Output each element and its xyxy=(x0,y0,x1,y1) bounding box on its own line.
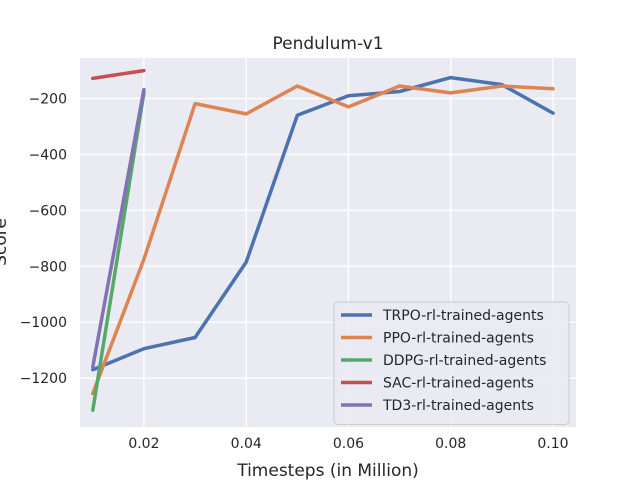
x-axis-label: Timesteps (in Million) xyxy=(236,461,419,480)
series-lines xyxy=(91,68,555,412)
series-line-trpo xyxy=(91,75,555,372)
legend-label: TD3-rl-trained-agents xyxy=(382,398,534,414)
y-tick-label: −1200 xyxy=(20,371,67,387)
legend-label: DDPG-rl-trained-agents xyxy=(383,353,546,369)
x-tick-label: 0.06 xyxy=(333,436,364,452)
legend-label: PPO-rl-trained-agents xyxy=(383,331,534,347)
legend-label: TRPO-rl-trained-agents xyxy=(382,308,544,324)
series-line-sac xyxy=(91,68,146,81)
x-tick-label: 0.04 xyxy=(231,436,262,452)
series-line-ddpg xyxy=(91,91,146,412)
chart-title: Pendulum-v1 xyxy=(272,34,383,54)
x-axis-ticks: 0.02 0.04 0.06 0.08 0.10 xyxy=(128,436,568,452)
series-line-ppo xyxy=(91,84,555,396)
x-tick-label: 0.10 xyxy=(537,436,568,452)
legend-box xyxy=(333,301,570,425)
y-axis-ticks: −1200 −1000 −800 −600 −400 −200 xyxy=(20,92,67,388)
y-tick-label: −800 xyxy=(29,259,67,275)
y-axis-label: Score xyxy=(0,218,11,266)
y-tick-label: −200 xyxy=(29,92,67,108)
legend: TRPO-rl-trained-agents PPO-rl-trained-age… xyxy=(333,301,570,425)
x-tick-label: 0.08 xyxy=(435,436,466,452)
y-tick-label: −1000 xyxy=(20,315,67,331)
legend-label: SAC-rl-trained-agents xyxy=(383,376,534,392)
y-tick-label: −600 xyxy=(29,203,67,219)
x-tick-label: 0.02 xyxy=(128,436,159,452)
series-line-td3 xyxy=(91,87,146,369)
y-tick-label: −400 xyxy=(29,147,67,163)
